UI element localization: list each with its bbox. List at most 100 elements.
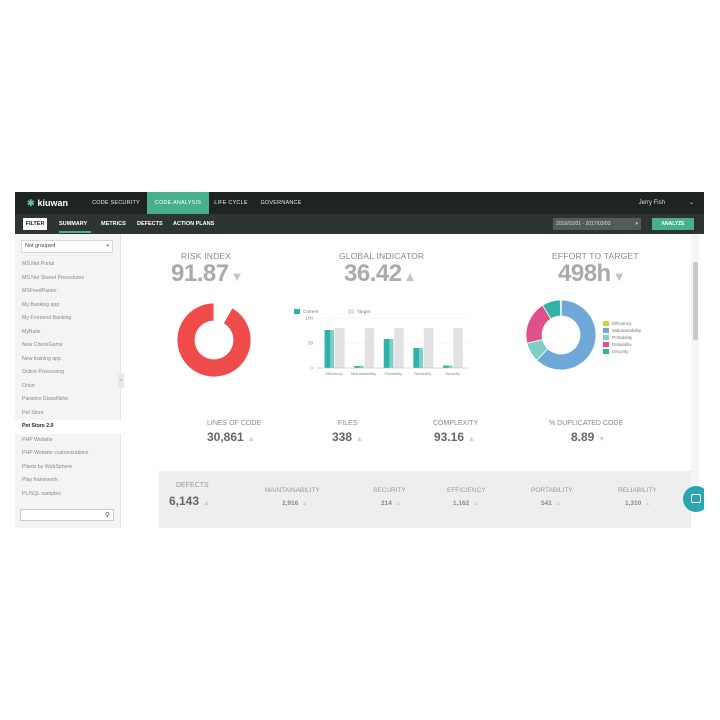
maintainability-title: MAINTAINABILITY — [265, 487, 320, 494]
sidebar-item-project[interactable]: PL/SQL samples — [22, 490, 61, 497]
y-tick-label: 50 — [308, 341, 314, 346]
sidebar-item-project[interactable]: MyBatis — [22, 328, 41, 335]
effort-to-target-title: EFFORT TO TARGET — [552, 251, 639, 261]
legend-swatch — [603, 342, 609, 347]
sidebar-item-project[interactable]: MSFeedParser — [22, 288, 57, 294]
donut-slice — [536, 299, 597, 371]
files-value: 338 ▲ — [332, 430, 363, 444]
donut-chart-legend: Efficiency Maintainability Portability Reli… — [603, 320, 641, 355]
sidebar-item-project[interactable]: MS.Net Portal — [22, 261, 55, 267]
security-title: SECURITY — [373, 487, 406, 494]
x-tick-label: Maintainability — [351, 371, 376, 376]
duplicated-code-title: % DUPLICATED CODE — [549, 420, 624, 427]
sidebar-item-project[interactable]: Paradox Glassfiishe — [22, 396, 69, 402]
sidebar-item-project[interactable]: PHP Website — [22, 436, 53, 443]
date-range-select[interactable]: 2016/02/01 - 2017/03/03 ▾ — [553, 218, 641, 230]
user-menu[interactable]: Jerry Fish ⌄ — [639, 192, 694, 214]
lines-of-code-value: 30,861 ▲ — [207, 430, 255, 444]
trend-up-icon: ▲ — [403, 269, 417, 284]
bar-current — [383, 339, 394, 368]
filter-button[interactable]: FILTER — [23, 218, 47, 230]
bar-current — [442, 365, 453, 368]
bar-current — [413, 348, 423, 368]
app-window: ✱ kiuwan CODE SECURITY CODE ANALYSIS LIF… — [15, 192, 704, 528]
chat-icon[interactable] — [683, 486, 704, 512]
legend-item: Reliability — [603, 341, 641, 348]
legend-item: Efficiency — [603, 320, 641, 327]
sidebar-item-project[interactable]: MS.Net Stored Procedures — [22, 274, 84, 281]
sidebar-item-project[interactable]: Play framework — [22, 477, 58, 483]
bar-current-highlight — [419, 348, 423, 368]
nav-code-security[interactable]: CODE SECURITY — [92, 200, 140, 206]
tab-action-plans[interactable]: ACTION PLANS — [173, 221, 215, 227]
sub-navbar: FILTER SUMMARY METRICS DEFECTS ACTION PL… — [15, 214, 704, 234]
legend-item: Maintainability — [603, 327, 641, 334]
duplicated-code-value: 8.89 ▼ — [571, 430, 606, 444]
global-indicator-value: 36.42 ▲ — [344, 260, 417, 287]
sidebar-item-project[interactable]: Online Processing — [22, 369, 65, 375]
date-range-value: 2016/02/01 - 2017/03/03 — [556, 221, 611, 227]
sidebar-item-project[interactable]: PHP Website customizations — [22, 450, 89, 456]
bar-target — [453, 328, 463, 368]
x-tick-label: Portability — [384, 371, 402, 376]
defects-value: 6,143 ▲ — [169, 494, 210, 508]
lines-of-code-title: LINES OF CODE — [207, 420, 262, 427]
legend-swatch — [603, 328, 609, 333]
logo-text: kiuwan — [37, 198, 69, 208]
reliability-title: RELIABILITY — [618, 487, 657, 494]
nav-governance[interactable]: GOVERNANCE — [260, 200, 302, 206]
trend-down-icon: ▼ — [612, 269, 626, 284]
portability-title: PORTABILITY — [531, 487, 573, 494]
sidebar-item-project[interactable]: Pet Store — [22, 409, 44, 416]
scrollbar-thumb[interactable] — [693, 262, 698, 340]
complexity-value: 93.16 ▲ — [434, 430, 475, 444]
kiuwan-logo[interactable]: ✱ kiuwan — [27, 197, 68, 209]
chevron-down-icon: ⌄ — [688, 200, 694, 206]
active-tab-indicator — [59, 231, 91, 233]
legend-item: Target — [348, 309, 370, 314]
sidebar-item-project[interactable]: My Banking app — [22, 301, 60, 308]
x-tick-label: Security — [445, 371, 459, 376]
dropdown-icon: ▾ — [635, 221, 638, 227]
tab-metrics[interactable]: METRICS — [101, 221, 126, 227]
bar-target — [335, 328, 345, 368]
bar-current — [324, 330, 335, 368]
portability-value: 541 ▲ — [541, 500, 561, 507]
tab-defects[interactable]: DEFECTS — [137, 221, 163, 227]
legend-item: Current — [294, 309, 318, 314]
user-name: Jerry Fish — [638, 200, 665, 206]
bar-chart-legend: Current Target — [294, 309, 370, 314]
bar-current — [354, 366, 364, 368]
project-search-input[interactable]: ⚲ — [20, 509, 114, 521]
risk-index-title: RISK INDEX — [181, 251, 232, 261]
nav-life-cycle[interactable]: LIFE CYCLE — [214, 200, 248, 206]
chat-bubble-icon — [691, 494, 701, 503]
legend-item: Portability — [603, 334, 641, 341]
sidebar-item-project[interactable]: New ChessGame — [22, 342, 63, 348]
sidebar-item-project[interactable]: My Frontend Banking — [22, 315, 72, 321]
group-select-value: Not grouped — [25, 243, 56, 249]
search-icon[interactable]: ⚲ — [104, 512, 110, 519]
sidebar-item-project[interactable]: Orion — [22, 382, 35, 389]
donut-slice — [542, 299, 562, 320]
effort-to-target-donut-chart — [525, 299, 597, 371]
legend-swatch — [603, 349, 609, 354]
legend-swatch — [294, 309, 300, 314]
maintainability-value: 2,916 ▲ — [282, 500, 308, 507]
main-scrollbar[interactable] — [691, 234, 699, 504]
effort-to-target-value: 498h ▼ — [558, 260, 626, 287]
analyze-button[interactable]: ANALYZE — [652, 218, 694, 230]
sidebar-item-project[interactable]: New training app — [22, 355, 61, 362]
tab-summary[interactable]: SUMMARY — [59, 221, 88, 227]
nav-code-analysis[interactable]: CODE ANALYSIS — [147, 192, 209, 214]
sidebar-item-project[interactable]: Plants by WebSphere — [22, 463, 73, 470]
defects-title: DEFECTS — [176, 482, 209, 489]
y-tick-label: 100 — [305, 316, 313, 321]
legend-swatch — [348, 309, 355, 314]
collapse-sidebar-icon[interactable]: ‹ — [118, 374, 124, 388]
sidebar-item-project[interactable]: Pet Store 2.0 — [15, 420, 121, 434]
group-select[interactable]: Not grouped ▾ — [21, 240, 113, 253]
global-indicator-title: GLOBAL INDICATOR — [339, 251, 425, 261]
complexity-title: COMPLEXITY — [433, 420, 479, 427]
efficiency-title: EFFICIENCY — [447, 487, 486, 494]
